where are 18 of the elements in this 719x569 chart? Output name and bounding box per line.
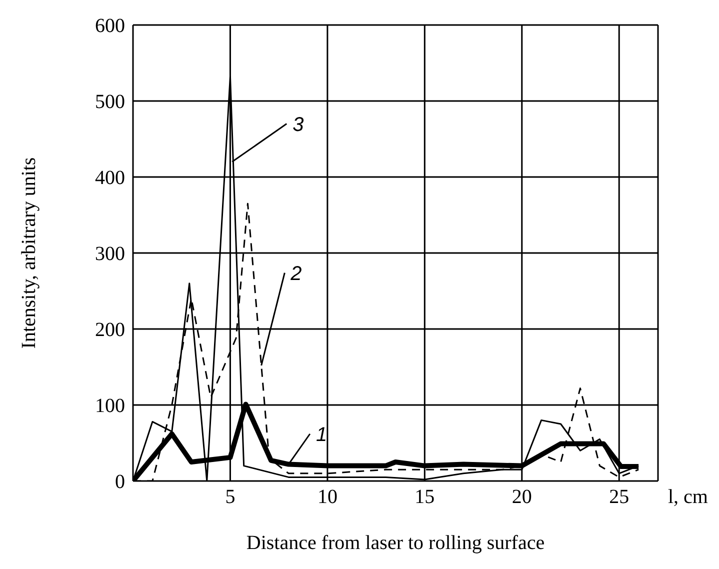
x-tick-label: 15	[414, 486, 435, 508]
y-tick-label: 300	[95, 243, 125, 266]
y-tick-label: 0	[115, 471, 125, 494]
annotation: 2	[290, 262, 302, 285]
annotation: 3	[292, 114, 304, 136]
y-tick-label: 100	[95, 395, 125, 418]
x-axis-title: Distance from laser to rolling surface	[246, 532, 545, 554]
y-tick-label: 500	[95, 91, 125, 114]
x-tick-label: 5	[225, 486, 236, 508]
y-tick-label: 400	[95, 167, 125, 190]
x-tick-label: 20	[512, 486, 532, 508]
y-tick-label: 200	[95, 319, 125, 342]
x-tick-label: 10	[317, 486, 338, 508]
y-tick-label: 600	[95, 15, 125, 38]
text: l, cm	[668, 486, 708, 509]
y-axis-title: Intensity, arbitrary units	[18, 157, 40, 349]
x-tick-label: 25	[609, 486, 630, 508]
annotation: 1	[316, 424, 328, 446]
